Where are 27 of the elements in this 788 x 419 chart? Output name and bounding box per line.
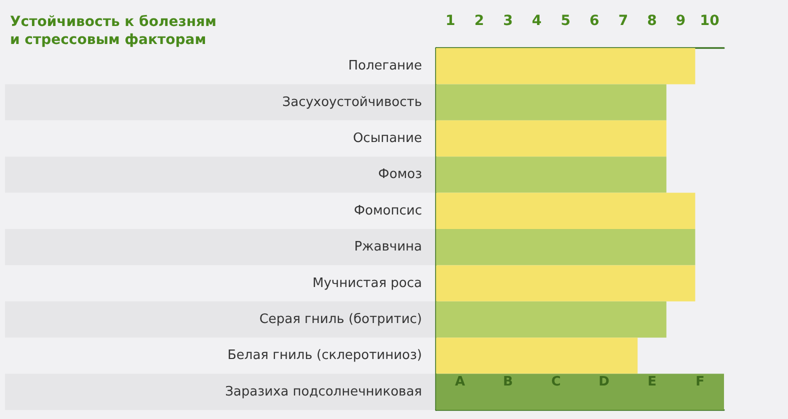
x-tick-label: 2 [474, 13, 484, 29]
y-tick-label: Осыпание [352, 131, 422, 146]
y-tick-label: Заразиха подсолнечниковая [225, 384, 422, 400]
x-tick-label: 3 [503, 13, 513, 29]
y-tick-label: Белая гниль (склеротиниоз) [227, 348, 422, 364]
x-tick-label: 5 [560, 13, 570, 29]
y-tick-label: Серая гниль (ботритис) [259, 312, 422, 327]
annotation: D [598, 374, 610, 390]
x-tick-label: 10 [700, 13, 720, 29]
y-tick-label: Засухоустойчивость [282, 94, 422, 110]
text: Устойчивость к болезням и стрессовым факторам [10, 14, 216, 48]
y-tick-label: Фомоз [378, 167, 422, 182]
y-tick-label: Полегание [348, 58, 422, 74]
x-tick-label: 4 [532, 13, 542, 29]
y-tick-label: Мучнистая роса [312, 276, 422, 291]
annotation: A [454, 374, 466, 390]
annotation: C [551, 374, 561, 390]
y-tick-label: Фомопсис [354, 203, 422, 218]
x-tick-label: 9 [676, 13, 686, 29]
annotation: B [503, 374, 513, 390]
x-tick-label: 1 [446, 13, 456, 29]
y-tick-label: Ржавчина [354, 240, 422, 255]
x-tick-label: 8 [647, 13, 657, 29]
x-tick-label: 6 [590, 13, 600, 29]
x-tick-label: 7 [618, 13, 628, 29]
annotation: E [648, 374, 656, 390]
annotation: F [696, 374, 704, 390]
